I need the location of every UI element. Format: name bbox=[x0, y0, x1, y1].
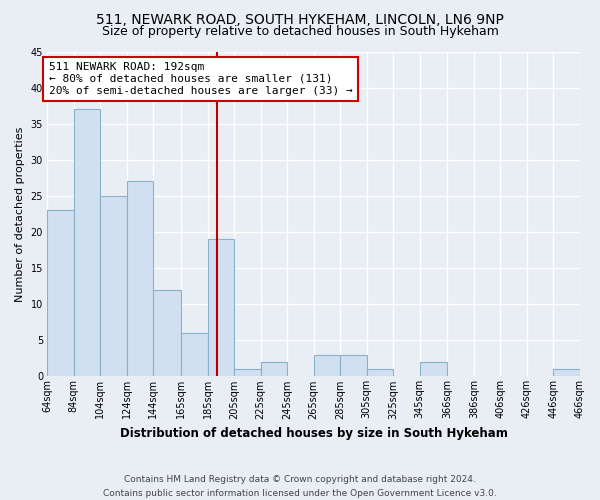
Bar bbox=[153, 290, 181, 376]
Bar bbox=[340, 354, 367, 376]
Bar bbox=[234, 369, 260, 376]
Bar bbox=[367, 369, 393, 376]
Bar bbox=[74, 110, 100, 376]
X-axis label: Distribution of detached houses by size in South Hykeham: Distribution of detached houses by size … bbox=[119, 427, 508, 440]
Bar bbox=[553, 369, 580, 376]
Bar bbox=[208, 239, 234, 376]
Text: 511, NEWARK ROAD, SOUTH HYKEHAM, LINCOLN, LN6 9NP: 511, NEWARK ROAD, SOUTH HYKEHAM, LINCOLN… bbox=[96, 12, 504, 26]
Bar bbox=[181, 333, 208, 376]
Bar bbox=[260, 362, 287, 376]
Bar bbox=[127, 182, 153, 376]
Text: Size of property relative to detached houses in South Hykeham: Size of property relative to detached ho… bbox=[101, 25, 499, 38]
Text: Contains HM Land Registry data © Crown copyright and database right 2024.
Contai: Contains HM Land Registry data © Crown c… bbox=[103, 476, 497, 498]
Bar bbox=[47, 210, 74, 376]
Y-axis label: Number of detached properties: Number of detached properties bbox=[15, 126, 25, 302]
Bar bbox=[314, 354, 340, 376]
Text: 511 NEWARK ROAD: 192sqm
← 80% of detached houses are smaller (131)
20% of semi-d: 511 NEWARK ROAD: 192sqm ← 80% of detache… bbox=[49, 62, 352, 96]
Bar bbox=[100, 196, 127, 376]
Bar bbox=[419, 362, 448, 376]
